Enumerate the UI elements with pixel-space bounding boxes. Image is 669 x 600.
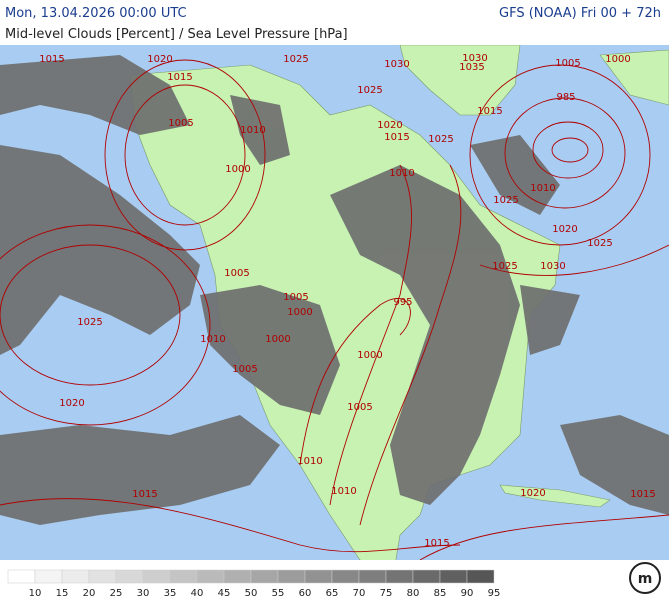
legend-swatch bbox=[304, 569, 333, 584]
isobar-label: 1005 bbox=[283, 292, 308, 303]
isobar-label: 995 bbox=[393, 297, 412, 308]
isobar-label: 1015 bbox=[477, 106, 502, 117]
isobar-label: 1015 bbox=[132, 489, 157, 500]
subtitle: Mid-level Clouds [Percent] / Sea Level P… bbox=[5, 27, 348, 42]
legend-label: 60 bbox=[299, 588, 312, 599]
isobar-label: 1010 bbox=[297, 456, 322, 467]
legend-swatch bbox=[142, 569, 171, 584]
legend-label: 40 bbox=[191, 588, 204, 599]
isobar-label: 1015 bbox=[384, 132, 409, 143]
legend-swatch bbox=[115, 569, 144, 584]
isobar-label: 1005 bbox=[224, 268, 249, 279]
isobar-label: 1015 bbox=[39, 54, 64, 65]
isobar-label: 1020 bbox=[520, 488, 545, 499]
isobar-label: 1000 bbox=[225, 164, 250, 175]
legend-swatch bbox=[439, 569, 468, 584]
isobar-label: 1030 bbox=[462, 53, 487, 64]
isobar-label: 1025 bbox=[492, 261, 517, 272]
logo bbox=[629, 562, 661, 594]
isobar-label: 1020 bbox=[59, 398, 84, 409]
legend-swatch bbox=[196, 569, 225, 584]
legend-label: 80 bbox=[407, 588, 420, 599]
legend-label: 30 bbox=[137, 588, 150, 599]
isobar-label: 1025 bbox=[357, 85, 382, 96]
isobar-label: 1005 bbox=[347, 402, 372, 413]
legend-swatch bbox=[34, 569, 63, 584]
isobar-label: 1005 bbox=[232, 364, 257, 375]
isobar-label: 1000 bbox=[357, 350, 382, 361]
legend-swatch bbox=[385, 569, 414, 584]
legend-swatch bbox=[61, 569, 90, 584]
legend-label: 50 bbox=[245, 588, 258, 599]
legend-swatch bbox=[7, 569, 36, 584]
legend-swatch bbox=[358, 569, 387, 584]
isobar-label: 1025 bbox=[428, 134, 453, 145]
legend-label: 25 bbox=[110, 588, 123, 599]
legend-label: 90 bbox=[461, 588, 474, 599]
legend-swatch bbox=[412, 569, 441, 584]
isobar-label: 1035 bbox=[459, 62, 484, 73]
isobar-label: 1025 bbox=[587, 238, 612, 249]
isobar-label: 1015 bbox=[630, 489, 655, 500]
legend-label: 15 bbox=[56, 588, 69, 599]
legend-label: 65 bbox=[326, 588, 339, 599]
legend-label: 10 bbox=[29, 588, 42, 599]
isobar-label: 985 bbox=[556, 92, 575, 103]
legend: m 10 15 20 25 30 35 40 45 50 55 60 65 70 75 80 85 90 95 bbox=[7, 562, 661, 599]
legend-swatch bbox=[223, 569, 252, 584]
isobar-label: 1015 bbox=[424, 538, 449, 549]
isobar-label: 1020 bbox=[147, 54, 172, 65]
legend-swatch bbox=[169, 569, 198, 584]
legend-label: 20 bbox=[83, 588, 96, 599]
isobar-label: 1010 bbox=[331, 486, 356, 497]
isobars bbox=[0, 59, 669, 560]
isobar-label: 1015 bbox=[167, 72, 192, 83]
legend-swatch bbox=[277, 569, 306, 584]
legend-swatch bbox=[88, 569, 117, 584]
legend-label: 45 bbox=[218, 588, 231, 599]
title: Mon, 13.04.2026 00:00 UTC bbox=[5, 6, 187, 21]
isobar-label: 1025 bbox=[493, 195, 518, 206]
legend-label: 70 bbox=[353, 588, 366, 599]
legend-label: 75 bbox=[380, 588, 393, 599]
legend-swatch bbox=[250, 569, 279, 584]
isobar-label: 1025 bbox=[283, 54, 308, 65]
isobar-label: 1010 bbox=[530, 183, 555, 194]
isobar-label: 1010 bbox=[389, 168, 414, 179]
isobar-label: 1000 bbox=[265, 334, 290, 345]
legend-label: 85 bbox=[434, 588, 447, 599]
logo-mark: m bbox=[638, 571, 653, 587]
legend-label: 95 bbox=[488, 588, 501, 599]
isobar-label: 1000 bbox=[287, 307, 312, 318]
model-run: GFS (NOAA) Fri 00 + 72h bbox=[499, 6, 661, 21]
legend-swatch bbox=[331, 569, 360, 584]
isobar-label: 1000 bbox=[605, 54, 630, 65]
isobar-label: 1005 bbox=[168, 118, 193, 129]
isobar-label: 1020 bbox=[552, 224, 577, 235]
isobar-label: 1025 bbox=[77, 317, 102, 328]
isobar-label: 1010 bbox=[200, 334, 225, 345]
isobar-label: 1020 bbox=[377, 120, 402, 131]
legend-label: 55 bbox=[272, 588, 285, 599]
isobar-label: 1030 bbox=[540, 261, 565, 272]
legend-swatch bbox=[466, 569, 495, 584]
legend-label: 35 bbox=[164, 588, 177, 599]
isobar-label: 1005 bbox=[555, 58, 580, 69]
isobar-label: 1010 bbox=[240, 125, 265, 136]
isobar-label: 1030 bbox=[384, 59, 409, 70]
